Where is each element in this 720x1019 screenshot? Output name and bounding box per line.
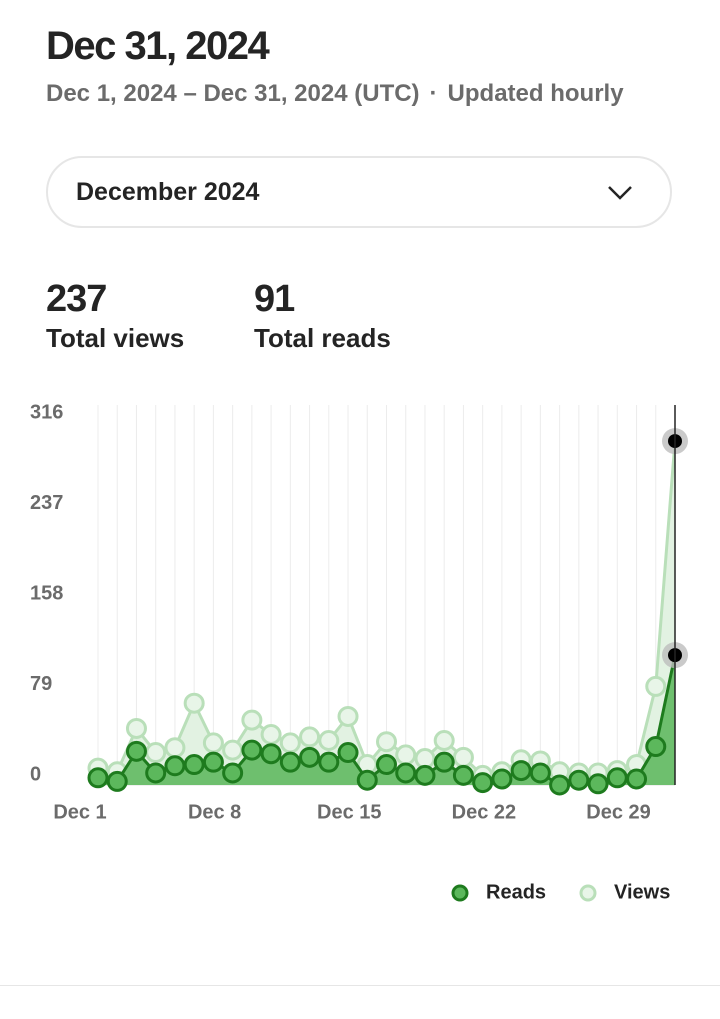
x-tick-label: Dec 8: [188, 801, 241, 823]
point: [279, 732, 301, 754]
point: [645, 675, 667, 697]
point: [183, 692, 205, 714]
date-range: Dec 1, 2024 – Dec 31, 2024 (UTC): [46, 80, 420, 107]
point: [472, 772, 494, 794]
point: [568, 769, 590, 791]
point: [491, 768, 513, 790]
stat: 237 Total views: [46, 278, 184, 354]
point: [145, 762, 167, 784]
legend-swatch: [451, 884, 469, 902]
point: [510, 760, 532, 782]
x-tick-label: Dec 1: [53, 801, 106, 823]
chart: 0 79 158 237 316 Dec 1 Dec 8 Dec 15 Dec 22 Dec 29…: [30, 401, 688, 903]
point: [376, 731, 397, 753]
point: [241, 739, 263, 761]
point: [626, 768, 648, 790]
legend-label: Reads: [486, 881, 546, 903]
subtitle: Dec 1, 2024 – Dec 31, 2024 (UTC) · Updated…: [46, 80, 634, 108]
update-note: Updated hourly: [447, 80, 624, 107]
stat: 91 Total reads: [254, 278, 391, 354]
point: [587, 773, 609, 795]
point: [433, 730, 455, 752]
point: [318, 751, 340, 773]
point: [260, 743, 282, 765]
point: [125, 717, 147, 739]
point: [549, 774, 571, 796]
point: [202, 732, 224, 754]
stat-value: 91: [254, 278, 295, 320]
y-tick-label: 158: [30, 582, 63, 604]
separator: ·: [429, 80, 438, 107]
point: [299, 746, 321, 768]
point: [606, 767, 628, 789]
stat-label: Total views: [46, 323, 185, 353]
point: [452, 764, 474, 786]
x-tick-label: Dec 22: [452, 801, 517, 823]
month-dropdown[interactable]: December 2024: [46, 156, 672, 228]
y-tick-label: 316: [30, 401, 63, 423]
point: [414, 748, 436, 770]
point: [241, 709, 263, 731]
point: [202, 751, 224, 773]
point: [106, 770, 128, 792]
point: [433, 751, 455, 773]
point: [87, 767, 109, 789]
point: [260, 723, 282, 745]
y-tick-label: 0: [30, 763, 41, 785]
point: [164, 737, 186, 759]
point: [222, 762, 244, 784]
point: [145, 742, 167, 764]
point: [279, 751, 301, 773]
page-title: Dec 31, 2024: [46, 24, 270, 68]
stat-label: Total reads: [254, 323, 391, 353]
x-tick-label: Dec 15: [317, 801, 382, 823]
point: [645, 736, 667, 758]
point: [222, 739, 244, 761]
point: [299, 726, 321, 748]
chevron-icon: [608, 186, 632, 200]
dropdown-label: December 2024: [76, 178, 260, 206]
point: [529, 762, 551, 784]
point: [452, 746, 474, 768]
legend-label: Views: [614, 881, 670, 903]
divider: [0, 985, 720, 986]
y-tick-label: 79: [30, 673, 52, 695]
point: [337, 705, 359, 727]
stat-value: 237: [46, 278, 107, 320]
point: [183, 754, 205, 776]
point: [414, 764, 436, 786]
point: [395, 762, 417, 784]
legend-swatch: [579, 884, 597, 902]
point: [164, 755, 186, 777]
point: [356, 769, 378, 791]
x-tick-label: Dec 29: [586, 801, 651, 823]
point: [125, 740, 147, 762]
y-tick-label: 237: [30, 492, 63, 514]
point: [318, 730, 340, 752]
point: [395, 744, 417, 766]
point: [376, 754, 397, 776]
point: [337, 742, 359, 764]
